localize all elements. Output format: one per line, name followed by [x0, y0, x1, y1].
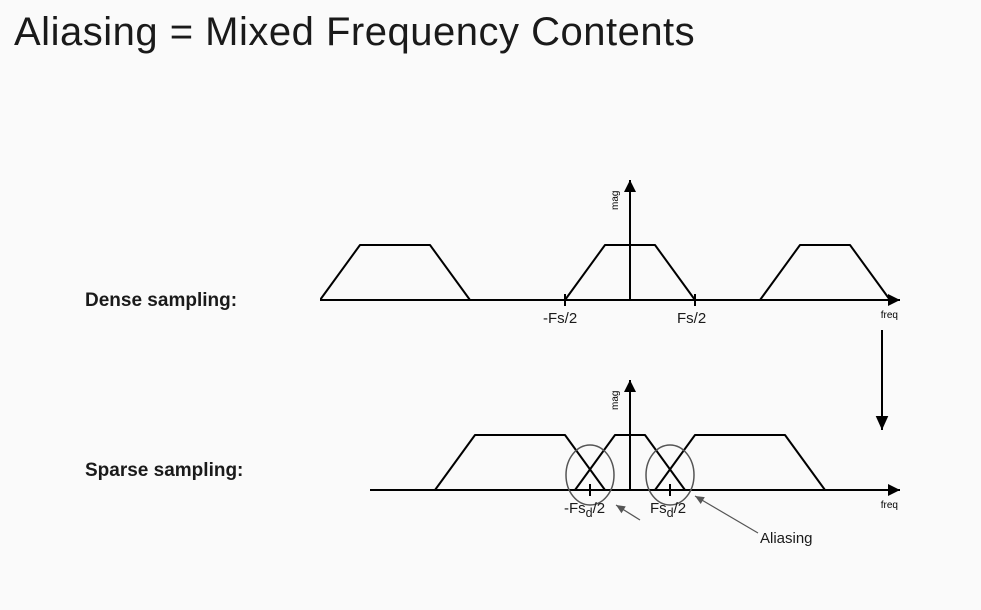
sparse-spectrum-svg: mag freq — [320, 360, 940, 560]
sparse-sampling-label: Sparse sampling: — [85, 460, 243, 482]
page-title: Aliasing = Mixed Frequency Contents — [14, 10, 695, 55]
dense-tick-pos-label: Fs/2 — [677, 310, 706, 327]
dense-spectrum-svg: mag freq — [320, 170, 940, 350]
dense-tick-neg-label: -Fs/2 — [543, 310, 577, 327]
slide: Aliasing = Mixed Frequency Contents Dens… — [0, 0, 981, 610]
mag-axis-label: mag — [610, 191, 621, 210]
aliasing-annotation: Aliasing — [760, 530, 813, 547]
dense-sampling-label: Dense sampling: — [85, 290, 237, 312]
sparse-tick-neg-label: -Fsd/2 — [564, 500, 605, 520]
sparse-tick-pos-label: Fsd/2 — [650, 500, 686, 520]
freq-axis-label: freq — [881, 310, 898, 321]
dense-diagram: mag freq — [320, 170, 940, 355]
freq-axis-label: freq — [881, 500, 898, 511]
mag-axis-label: mag — [610, 391, 621, 410]
sparse-diagram: mag freq — [320, 360, 940, 565]
